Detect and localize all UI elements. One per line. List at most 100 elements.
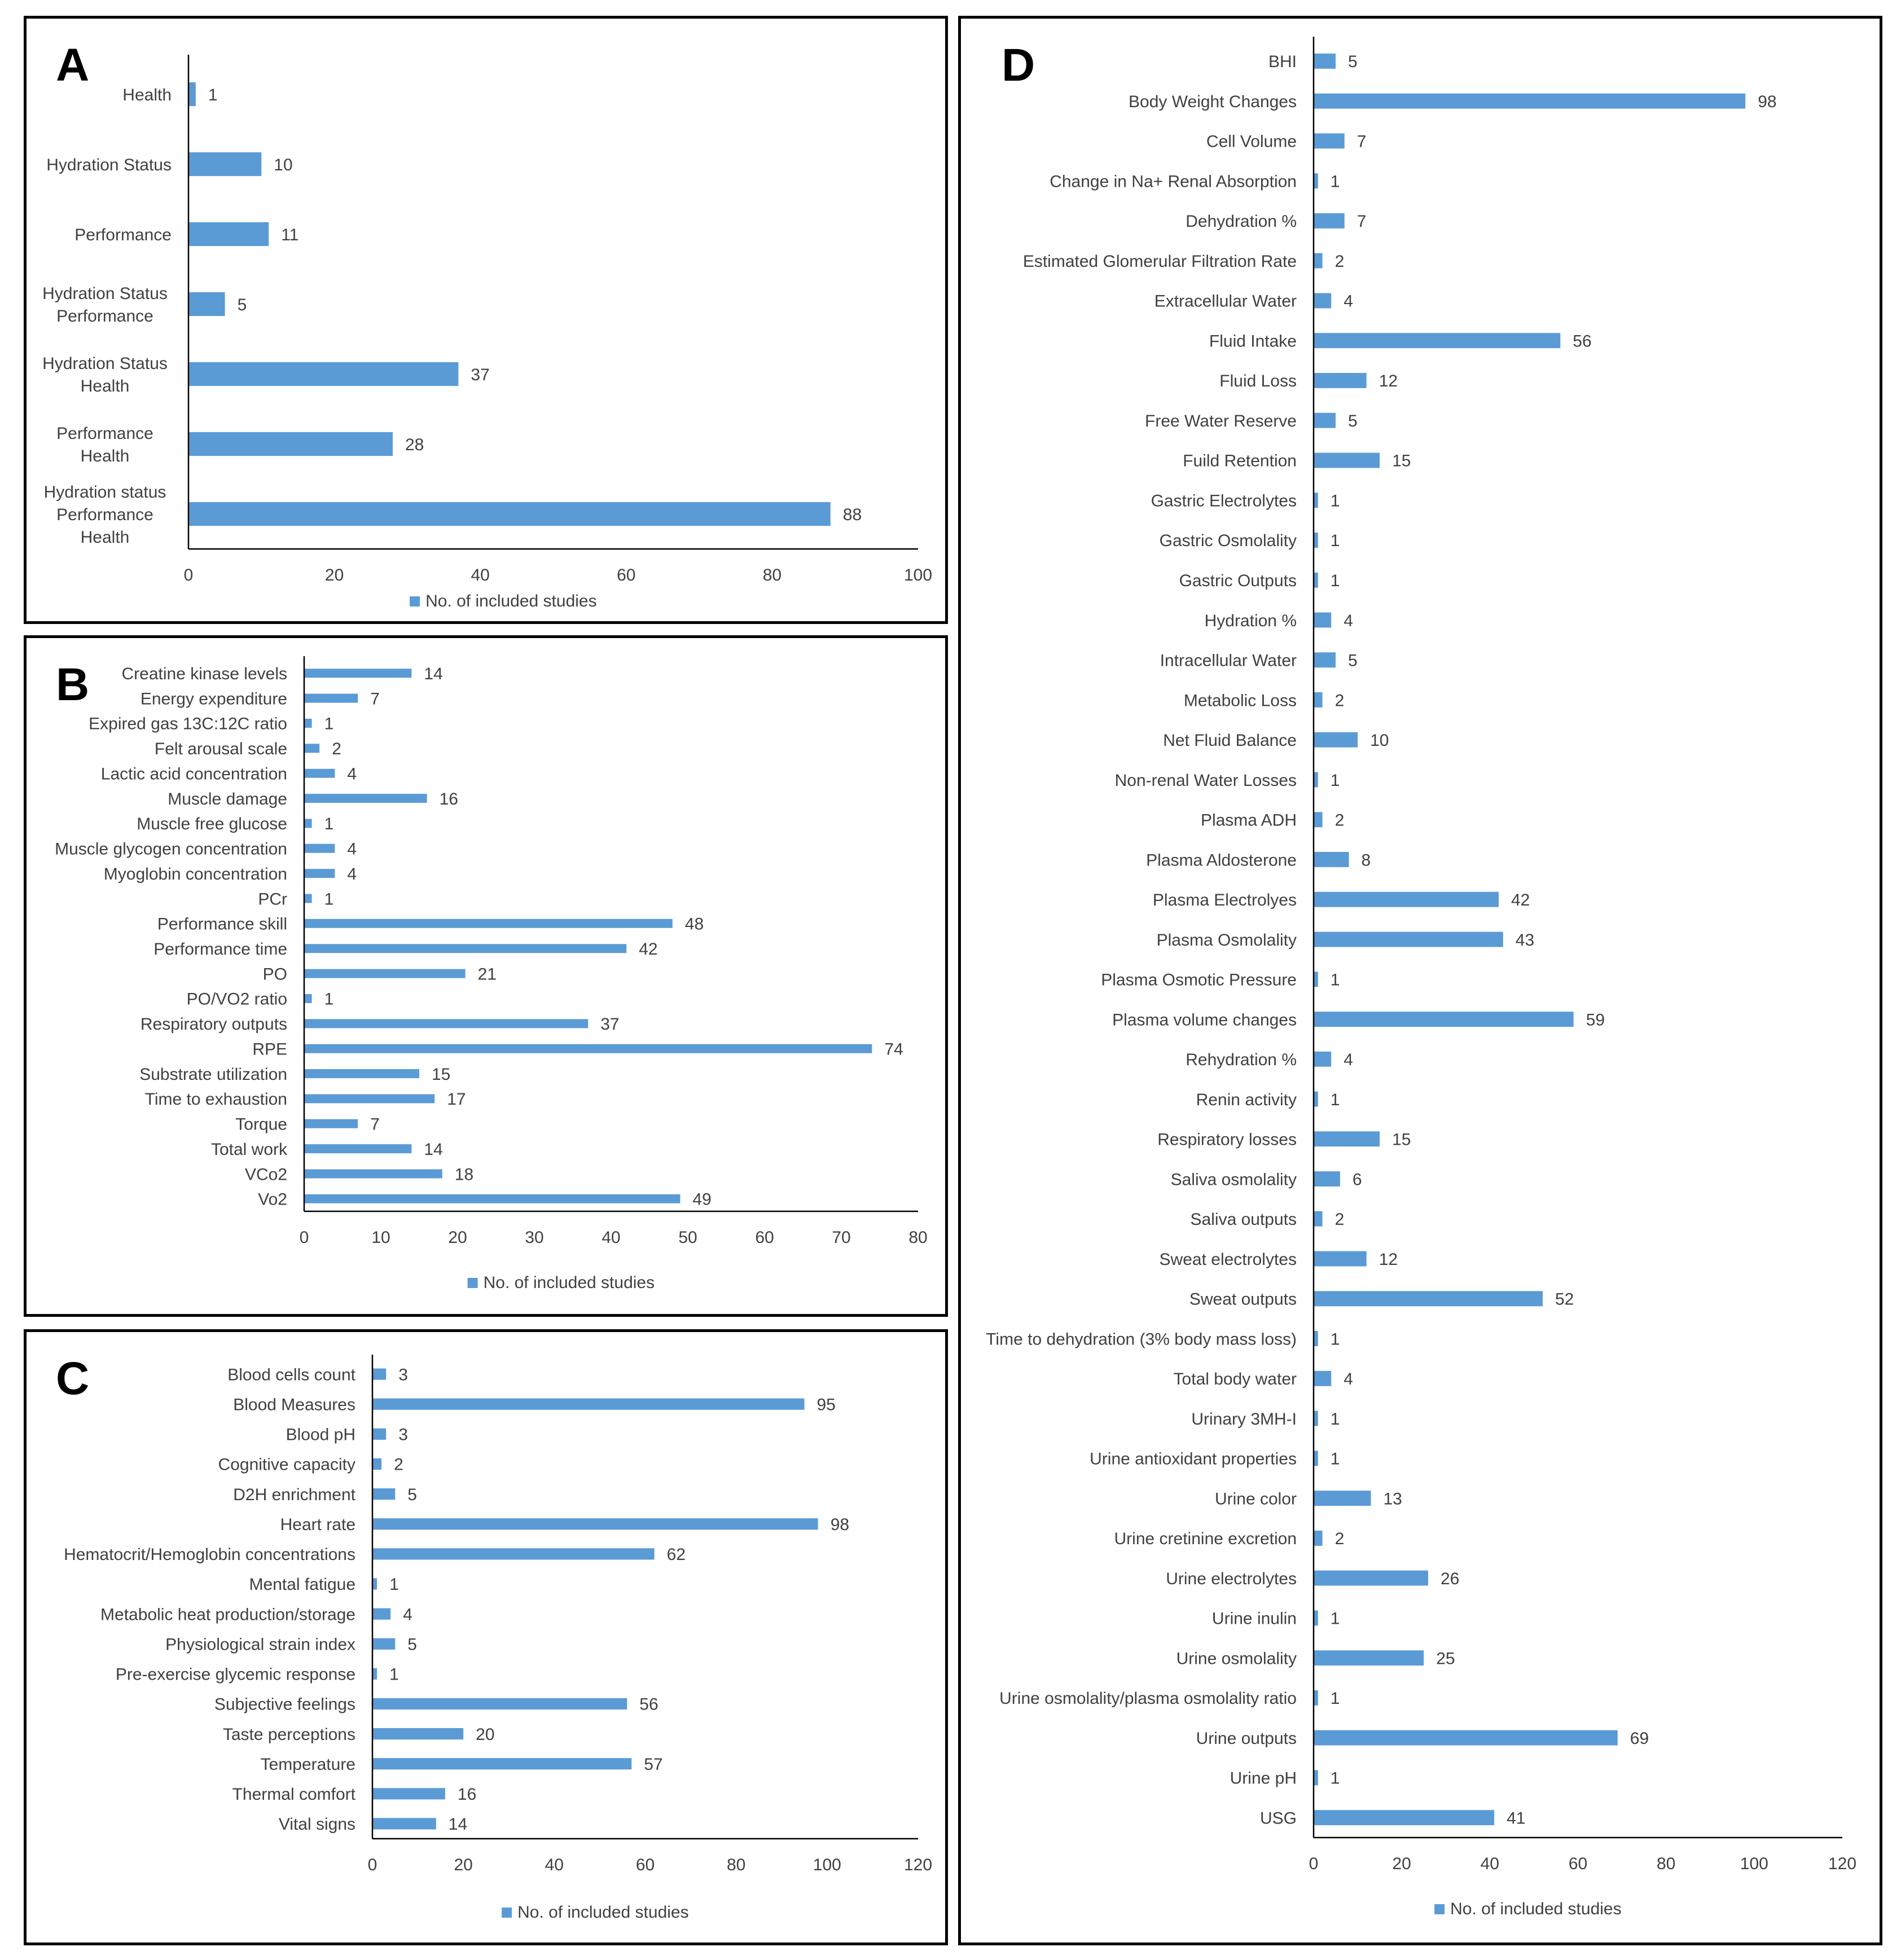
x-tick-label-c-0: 0	[368, 1856, 377, 1874]
category-label-b-vco2: VCo2	[245, 1165, 287, 1184]
bar-b-rpe	[304, 1044, 872, 1053]
category-label-c-vital-signs: Vital signs	[279, 1815, 355, 1834]
category-label-d-sweat-electrolytes: Sweat electrolytes	[1160, 1250, 1297, 1269]
category-label-d-plasma-electrolyes: Plasma Electrolyes	[1153, 891, 1297, 909]
bar-d-saliva-osmolality	[1314, 1171, 1340, 1186]
x-tick-label-b-50: 50	[678, 1228, 697, 1247]
category-label-c-physiological-strain-index: Physiological strain index	[165, 1636, 355, 1654]
category-label-a-hydration-status-performance-health: Hydration status Performance Health	[44, 483, 166, 547]
value-label-b-time-to-exhaustion: 17	[447, 1090, 466, 1109]
value-label-d-bhi: 5	[1348, 52, 1358, 71]
value-label-c-subjective-feelings: 56	[639, 1695, 658, 1714]
category-label-b-energy-expenditure: Energy expenditure	[141, 689, 287, 708]
category-label-b-respiratory-outputs: Respiratory outputs	[141, 1015, 287, 1034]
category-label-b-felt-arousal-scale: Felt arousal scale	[155, 740, 287, 758]
category-label-d-urine-cretinine-excretion: Urine cretinine excretion	[1114, 1530, 1297, 1548]
category-label-d-usg: USG	[1260, 1809, 1297, 1827]
panel-label-c: C	[56, 1353, 90, 1404]
value-label-d-gastric-osmolality: 1	[1331, 531, 1340, 550]
bar-b-performance-skill	[304, 919, 673, 928]
x-tick-label-d-120: 120	[1828, 1854, 1856, 1873]
category-label-a-hydration-status-performance: Hydration Status Performance	[42, 284, 168, 326]
category-label-c-heart-rate: Heart rate	[280, 1515, 355, 1534]
category-label-c-cognitive-capacity: Cognitive capacity	[218, 1456, 355, 1474]
value-label-b-performance-time: 42	[639, 940, 657, 959]
value-label-d-net-fluid-balance: 10	[1370, 731, 1389, 750]
category-label-b-po: PO	[263, 965, 287, 983]
value-label-d-urine-color: 13	[1384, 1489, 1402, 1508]
bar-d-intracellular-water	[1314, 652, 1336, 668]
category-label-d-bhi: BHI	[1268, 52, 1297, 71]
value-label-d-gastric-electrolytes: 1	[1331, 492, 1340, 511]
value-label-d-plasma-adh: 2	[1335, 811, 1345, 830]
category-label-b-rpe: RPE	[252, 1040, 287, 1058]
category-label-d-renin-activity: Renin activity	[1196, 1091, 1297, 1109]
value-label-c-blood-cells-count: 3	[398, 1365, 408, 1384]
value-label-a-performance-health: 28	[405, 436, 424, 454]
value-label-d-urine-osmolality: 25	[1436, 1649, 1455, 1668]
value-label-d-saliva-osmolality: 6	[1353, 1170, 1362, 1189]
value-label-d-renin-activity: 1	[1331, 1091, 1340, 1109]
bar-d-net-fluid-balance	[1314, 732, 1358, 748]
bar-c-cognitive-capacity	[372, 1458, 382, 1470]
value-label-d-urine-electrolytes: 26	[1441, 1570, 1459, 1588]
bar-d-urinary-3mh-i	[1314, 1410, 1318, 1426]
value-label-b-expired-gas-13c-12c-ratio: 1	[324, 715, 334, 733]
value-label-a-health: 1	[208, 86, 218, 104]
panel-label-b: B	[56, 659, 90, 710]
bar-d-free-water-reserve	[1314, 412, 1336, 428]
bar-a-performance	[188, 222, 269, 247]
x-tick-label-d-60: 60	[1569, 1854, 1587, 1873]
x-tick-label-b-20: 20	[448, 1228, 467, 1247]
value-label-d-fuild-retention: 15	[1392, 452, 1411, 471]
bar-b-vco2	[304, 1169, 442, 1179]
category-label-d-body-weight-changes: Body Weight Changes	[1129, 93, 1297, 111]
category-label-d-metabolic-loss: Metabolic Loss	[1184, 691, 1297, 710]
bar-c-vital-signs	[372, 1818, 436, 1830]
bar-d-urine-osmolality-plasma-osmolality-ratio	[1314, 1690, 1318, 1706]
category-label-d-change-in-na-renal-absorption: Change in Na+ Renal Absorption	[1050, 172, 1297, 191]
x-tick-label-c-120: 120	[904, 1856, 932, 1874]
bar-a-hydration-status-performance-health	[188, 502, 831, 526]
x-tick-label-d-20: 20	[1393, 1854, 1411, 1873]
bar-c-blood-cells-count	[372, 1368, 387, 1380]
bar-d-urine-color	[1314, 1491, 1371, 1506]
chart-a: 1 Health 10 Hydration Status 11 Performance 5 H…	[42, 55, 932, 610]
category-label-d-gastric-electrolytes: Gastric Electrolytes	[1151, 492, 1297, 511]
category-label-d-dehydration: Dehydration %	[1186, 212, 1297, 231]
x-tick-label-d-80: 80	[1657, 1854, 1675, 1873]
bar-d-renin-activity	[1314, 1091, 1318, 1107]
category-label-c-temperature: Temperature	[261, 1755, 355, 1774]
category-label-d-urine-inulin: Urine inulin	[1212, 1610, 1297, 1628]
value-label-d-gastric-outputs: 1	[1331, 572, 1340, 590]
bar-c-temperature	[372, 1758, 632, 1770]
value-label-d-urine-cretinine-excretion: 2	[1335, 1530, 1345, 1548]
value-label-c-metabolic-heat-production-storage: 4	[403, 1605, 412, 1624]
category-label-d-gastric-outputs: Gastric Outputs	[1179, 572, 1297, 590]
value-label-d-body-weight-changes: 98	[1758, 93, 1776, 111]
x-tick-label-b-0: 0	[300, 1228, 309, 1247]
category-label-d-urine-electrolytes: Urine electrolytes	[1166, 1570, 1297, 1588]
value-label-d-fluid-loss: 12	[1379, 372, 1398, 390]
x-tick-label-c-80: 80	[727, 1856, 745, 1874]
value-label-d-hydration: 4	[1344, 612, 1353, 630]
bar-a-health	[188, 82, 196, 107]
value-label-d-cell-volume: 7	[1357, 133, 1367, 151]
value-label-d-change-in-na-renal-absorption: 1	[1331, 172, 1340, 191]
bar-d-fluid-intake	[1314, 333, 1561, 349]
bar-d-sweat-outputs	[1314, 1291, 1543, 1307]
value-label-a-hydration-status: 10	[274, 156, 292, 174]
bar-c-hematocrit-hemoglobin-concentrations	[372, 1548, 655, 1560]
bar-a-hydration-status-health	[188, 362, 459, 386]
bar-d-urine-outputs	[1314, 1730, 1618, 1746]
bar-d-extracellular-water	[1314, 293, 1332, 309]
x-tick-label-c-100: 100	[813, 1856, 841, 1874]
category-label-c-hematocrit-hemoglobin-concentrations: Hematocrit/Hemoglobin concentrations	[64, 1545, 355, 1564]
x-tick-label-b-70: 70	[832, 1228, 850, 1247]
category-label-d-urinary-3mh-i: Urinary 3MH-I	[1191, 1410, 1297, 1429]
bar-d-respiratory-losses	[1314, 1131, 1380, 1147]
value-label-b-respiratory-outputs: 37	[600, 1015, 619, 1034]
value-label-c-blood-measures: 95	[817, 1396, 836, 1414]
bar-c-thermal-comfort	[372, 1788, 445, 1800]
bar-c-mental-fatigue	[372, 1578, 377, 1590]
